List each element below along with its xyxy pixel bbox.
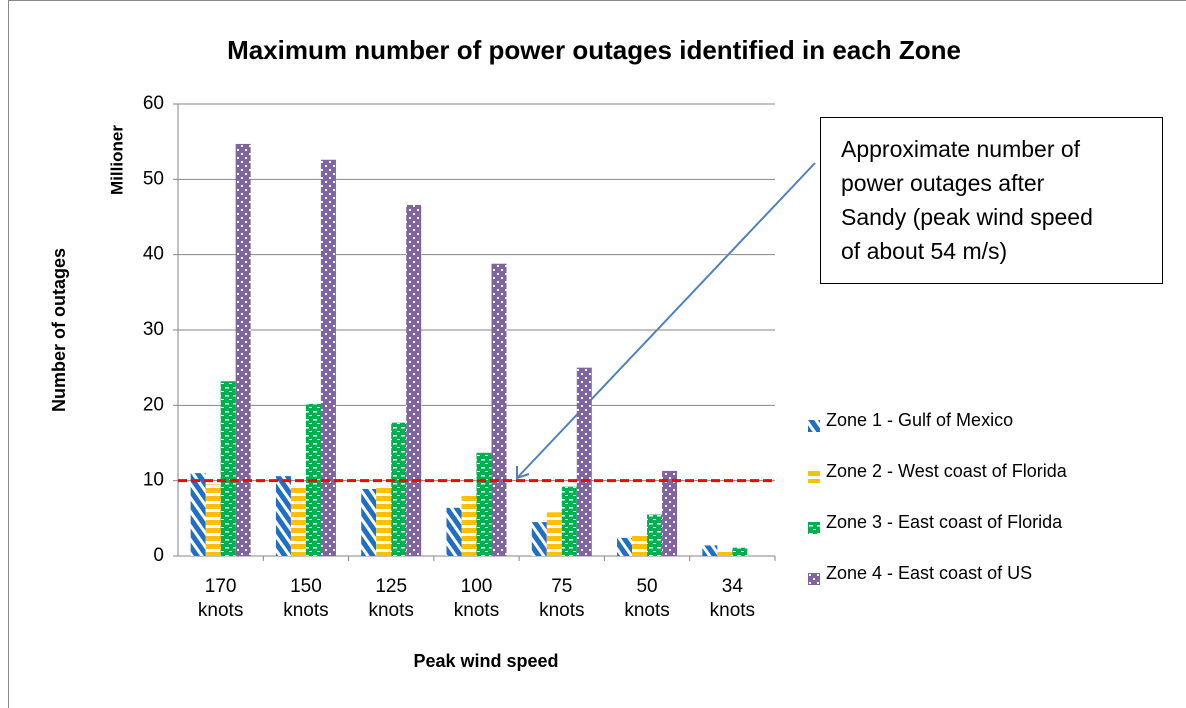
chart-border: [8, 0, 1186, 708]
bar: [561, 486, 577, 556]
x-tick-label: 170 knots: [197, 576, 244, 621]
annotation-line: Sandy (peak wind speed: [841, 204, 1093, 230]
legend-swatch-fill: [808, 522, 820, 535]
bar: [476, 452, 492, 556]
legend-swatch-fill: [808, 420, 820, 433]
bar: [290, 485, 306, 556]
legend-swatch: [808, 568, 820, 586]
bar: [320, 159, 336, 556]
bar: [732, 547, 748, 556]
y-axis-title: Number of outages: [49, 248, 69, 412]
x-tick-label: 100 knots: [453, 576, 500, 621]
bar: [632, 533, 648, 556]
x-tick-label: 34 knots: [709, 576, 756, 621]
legend-label: Zone 4 - East coast of US: [826, 563, 1033, 583]
y-unit-label: Millioner: [107, 125, 126, 195]
bar: [647, 514, 663, 556]
legend-label: Zone 1 - Gulf of Mexico: [826, 410, 1014, 430]
bar: [235, 143, 251, 556]
legend-swatch-icon: [808, 522, 820, 535]
annotation-box: Approximate number of power outages after…: [820, 117, 1163, 284]
x-tick-label: 150 knots: [283, 576, 329, 621]
y-tick-label: 50: [143, 168, 164, 189]
bar: [205, 484, 221, 556]
legend-label: Zone 3 - East coast of Florida: [826, 512, 1063, 532]
bar: [376, 485, 392, 556]
bar: [702, 545, 718, 556]
annotation-line: power outages after: [841, 170, 1045, 196]
legend-swatch-icon: [808, 573, 820, 586]
legend-item: Zone 2 - West coast of Florida: [808, 460, 1067, 484]
bar: [361, 488, 377, 556]
legend-swatch-fill: [808, 471, 820, 484]
bar: [461, 494, 477, 556]
y-tick-label: 20: [143, 394, 164, 415]
y-tick-label: 30: [143, 319, 164, 340]
legend-item: Zone 4 - East coast of US: [808, 562, 1033, 586]
legend-swatch: [808, 415, 820, 433]
y-tick-label: 10: [143, 470, 164, 491]
x-tick-label: 50 knots: [624, 576, 670, 621]
bar: [391, 422, 407, 556]
bar: [617, 537, 633, 556]
legend-swatch: [808, 517, 820, 535]
chart-title: Maximum number of power outages identifi…: [227, 35, 961, 65]
legend-swatch-icon: [808, 471, 820, 484]
bar: [446, 507, 462, 556]
y-tick-label: 0: [153, 545, 164, 566]
legend-item: Zone 1 - Gulf of Mexico: [808, 409, 1014, 433]
bar: [531, 522, 547, 556]
bar: [220, 381, 236, 556]
annotation-arrow: [516, 162, 816, 479]
legend-swatch-icon: [808, 420, 820, 433]
legend-label: Zone 2 - West coast of Florida: [826, 461, 1067, 481]
bar: [546, 512, 562, 556]
bar: [717, 549, 733, 556]
y-tick-label: 40: [143, 244, 164, 265]
bar: [491, 263, 507, 556]
arrow-head: [516, 466, 530, 480]
bar: [662, 470, 678, 556]
annotation-line: of about 54 m/s): [841, 238, 1008, 264]
x-tick-label: 75 knots: [539, 576, 585, 621]
bar: [190, 473, 206, 556]
legend-item: Zone 3 - East coast of Florida: [808, 511, 1063, 535]
bar: [406, 204, 422, 557]
legend-swatch: [808, 466, 820, 484]
legend-swatch-fill: [808, 573, 820, 586]
x-axis-title: Peak wind speed: [413, 651, 558, 671]
bar: [576, 367, 592, 556]
bar: [275, 476, 291, 556]
y-tick-label: 60: [143, 93, 164, 114]
x-tick-label: 125 knots: [368, 576, 414, 621]
annotation-line: Approximate number of: [841, 136, 1081, 162]
